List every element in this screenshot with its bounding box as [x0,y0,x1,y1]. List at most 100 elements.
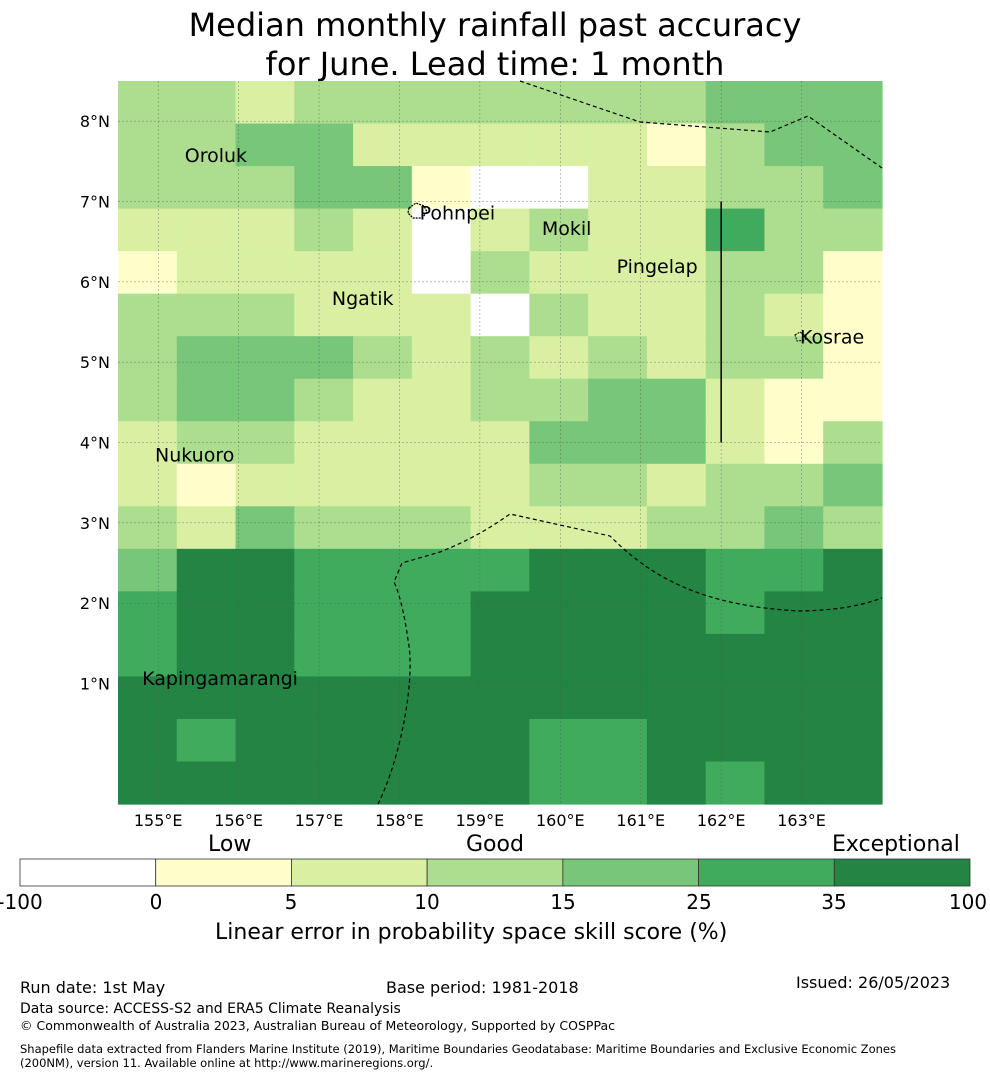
map-grid-cell [646,166,707,210]
map-grid-cell [705,421,766,465]
map-grid-cell [529,293,589,337]
map-grid-cell [294,293,354,337]
map-grid-cell [118,718,178,763]
map-grid-cell [646,718,707,763]
map-grid-cell [588,421,648,465]
map-grid-cell [353,123,413,167]
map-grid-cell [764,293,824,337]
map-grid-cell [235,81,295,125]
lat-tick-label: 2°N [80,594,110,613]
map-grid-cell [411,761,472,805]
map-grid-cell [235,506,295,550]
map-grid-cell [588,123,648,167]
lat-tick-label: 8°N [80,112,110,131]
map-grid-cell [353,676,413,720]
place-label-ngatik: Ngatik [332,288,394,310]
map-grid-cell [705,548,766,592]
map-grid-cell [823,123,883,167]
map-grid-cell [118,506,178,550]
map-grid-cell [294,676,354,720]
map-grid-cell [411,421,472,465]
map-grid-cell [353,293,413,337]
map-grid-cell [646,81,707,125]
issued-date: Issued: 26/05/2023 [796,973,951,992]
map-grid-cell [176,463,237,507]
map-grid-cell [470,251,530,295]
lon-tick-label: 157°E [295,811,344,830]
eez-boundary-north [519,80,883,169]
colorbar-swatch [698,858,835,887]
map-grid-cell [176,123,237,167]
map-grid-cell [118,463,178,507]
map-grid-cell [764,378,824,422]
map-grid-cell [646,378,707,422]
map-grid-cell [646,208,707,252]
map-grid-cell [588,378,648,422]
colorbar-swatch [833,858,971,887]
lat-tick-label: 3°N [80,514,110,533]
map-grid-cell [823,591,883,635]
map-grid-cell [235,208,295,252]
map-grid-cell [588,591,648,635]
map-grid-cell [823,633,883,678]
map-grid-cell [705,506,766,550]
map-grid-cell [294,123,354,167]
map-grid-cell [705,208,766,252]
map-grid-cell [118,123,178,167]
shapefile-credit-line-1: Shapefile data extracted from Flanders M… [20,1042,896,1056]
colorbar-tick: 0 [149,890,163,914]
map-grid-cell [176,81,237,125]
map-grid-cell [588,633,648,678]
map-grid-cell [235,336,295,380]
map-grid-cell [294,251,354,295]
map-grid-cell [470,761,530,805]
map-grid-cell [588,463,648,507]
map-grid-cell [470,123,530,167]
map-grid-cell [470,718,530,763]
map-grid-cell [176,718,237,763]
map-grid-cell [176,421,237,465]
map-grid-cell [176,208,237,252]
map-grid-cell [529,506,589,550]
map-grid-cell [705,81,766,125]
map-grid-cell [118,208,178,252]
map-grid-cell [470,421,530,465]
map-grid-cell [823,506,883,550]
map-grid-cell [118,166,178,210]
map-grid-cell [764,633,824,678]
lon-tick-label: 155°E [134,811,183,830]
map-grid-cell [529,81,589,125]
map-grid-cell [294,336,354,380]
colorbar-tick: -100 [0,890,43,914]
map-grid-cell [353,336,413,380]
map-grid-cell [353,166,413,210]
map-grid-cell [588,718,648,763]
map-grid-cell [294,718,354,763]
map-grid-cell [176,336,237,380]
map-grid-cell [823,81,883,125]
lon-tick-label: 163°E [777,811,826,830]
map-grid-cell [823,251,883,295]
colorbar-tick: 10 [414,890,440,914]
copyright: © Commonwealth of Australia 2023, Austra… [20,1018,615,1033]
map-grid-cell [118,251,178,295]
lon-tick-label: 161°E [616,811,665,830]
map-grid-cell [294,591,354,635]
map-grid-cell [646,506,707,550]
map-grid-cell [353,251,413,295]
map-grid-cell [705,718,766,763]
lon-tick-label: 156°E [214,811,263,830]
place-label-kapingamarangi: Kapingamarangi [142,668,298,690]
map-grid-cell [411,548,472,592]
map-grid-cell [470,463,530,507]
rainfall-accuracy-map: 8°N 7°N 6°N 5°N 4°N 3°N 2°N 1°N 155°E 156°E 157°E 1… [80,80,883,830]
colorbar-tick: 35 [821,890,847,914]
map-grid-cell [176,633,237,678]
map-grid-cell [353,463,413,507]
map-grid-cell [176,251,237,295]
map-grid-cell [118,761,178,805]
map-grid-cell [118,591,178,635]
map-grid-cell [411,166,472,210]
map-grid-cell [764,208,824,252]
lon-tick-label: 162°E [697,811,746,830]
